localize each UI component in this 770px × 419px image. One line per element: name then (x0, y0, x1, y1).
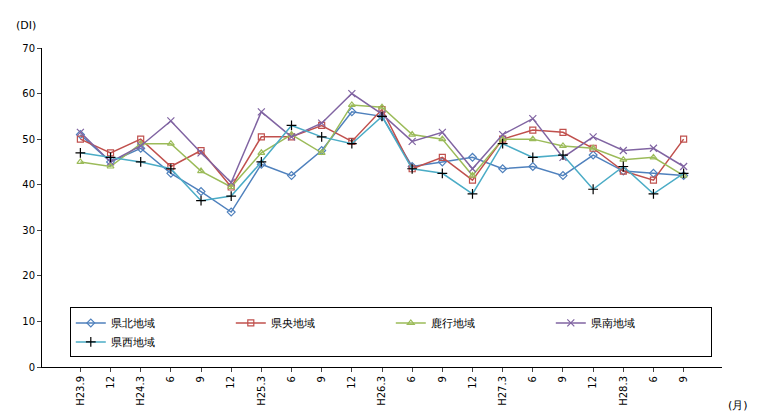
svg-text:(DI): (DI) (16, 19, 36, 32)
svg-text:9: 9 (316, 376, 327, 382)
svg-text:9: 9 (678, 376, 689, 382)
svg-text:12: 12 (225, 376, 236, 389)
svg-text:H27.3: H27.3 (497, 376, 508, 406)
svg-text:9: 9 (437, 376, 448, 382)
svg-text:20: 20 (22, 270, 35, 281)
svg-text:6: 6 (527, 376, 538, 382)
svg-text:12: 12 (587, 376, 598, 389)
svg-text:30: 30 (22, 225, 35, 236)
svg-text:H28.3: H28.3 (618, 376, 629, 406)
svg-text:60: 60 (22, 88, 35, 99)
svg-text:県央地域: 県央地域 (271, 317, 315, 330)
svg-text:6: 6 (406, 376, 417, 382)
svg-text:12: 12 (467, 376, 478, 389)
svg-text:70: 70 (22, 43, 35, 54)
svg-text:12: 12 (105, 376, 116, 389)
svg-text:県南地域: 県南地域 (591, 317, 635, 330)
svg-text:6: 6 (648, 376, 659, 382)
svg-text:H26.3: H26.3 (376, 376, 387, 406)
svg-text:50: 50 (22, 134, 35, 145)
svg-text:鹿行地域: 鹿行地域 (431, 317, 475, 330)
svg-text:0: 0 (29, 362, 35, 373)
svg-text:9: 9 (557, 376, 568, 382)
svg-text:県西地域: 県西地域 (111, 336, 155, 349)
svg-text:(月): (月) (728, 399, 748, 412)
svg-text:6: 6 (165, 376, 176, 382)
svg-text:H25.3: H25.3 (256, 376, 267, 406)
svg-text:6: 6 (286, 376, 297, 382)
svg-text:40: 40 (22, 179, 35, 190)
svg-text:9: 9 (195, 376, 206, 382)
svg-text:H23.9: H23.9 (75, 376, 86, 406)
svg-text:H24.3: H24.3 (135, 376, 146, 406)
svg-text:県北地域: 県北地域 (111, 317, 155, 330)
svg-text:12: 12 (346, 376, 357, 389)
svg-text:10: 10 (22, 316, 35, 327)
